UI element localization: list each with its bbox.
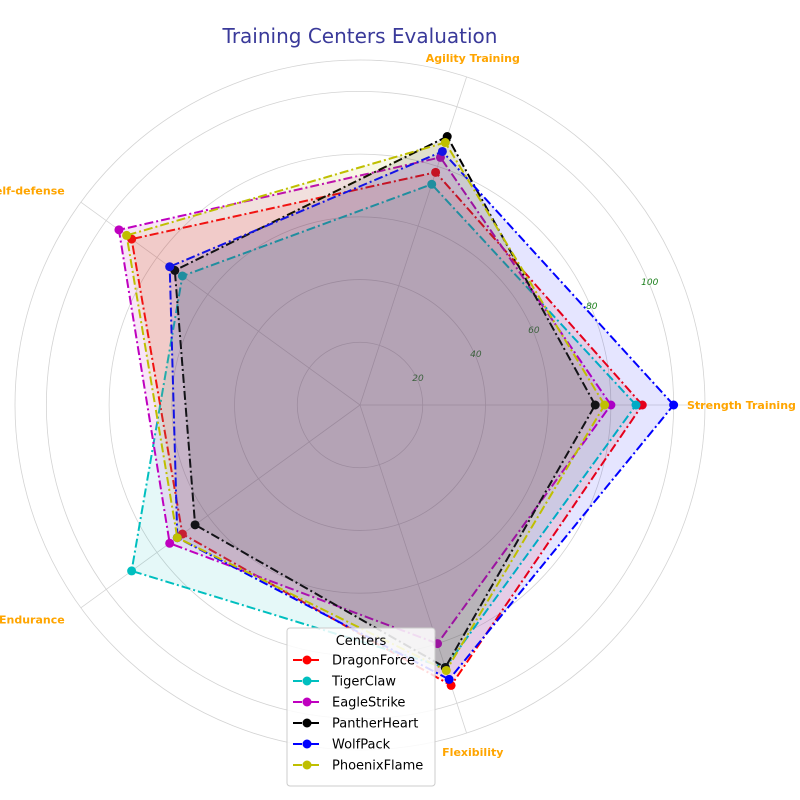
legend-item: PantherHeart xyxy=(293,717,418,732)
legend-item: PhoenixFlame xyxy=(293,759,423,774)
radial-tick-label: 80 xyxy=(586,302,598,312)
data-point xyxy=(172,533,182,543)
series-line xyxy=(117,156,613,645)
legend-label: PantherHeart xyxy=(332,717,418,732)
category-label: Agility Training xyxy=(426,52,520,65)
series-area xyxy=(126,142,605,671)
series-area xyxy=(174,136,596,668)
legend-label: PhoenixFlame xyxy=(332,759,423,774)
category-labels: Strength Training Agility Training Self-de… xyxy=(0,52,796,759)
series-area xyxy=(169,151,674,680)
legend-marker xyxy=(302,760,312,770)
series-tigerclaw xyxy=(127,179,641,672)
radial-tick-labels: 20 40 60 80 100 xyxy=(412,278,658,384)
legend-frame xyxy=(286,627,436,787)
series-pantherheart xyxy=(170,132,600,672)
data-point xyxy=(190,520,200,530)
legend-label: DragonForce xyxy=(332,654,415,669)
legend-marker xyxy=(302,655,312,665)
legend-label: WolfPack xyxy=(332,738,391,753)
legend-label: EagleStrike xyxy=(332,696,405,711)
data-point xyxy=(427,179,437,189)
grid-spoke xyxy=(359,76,467,406)
legend-marker xyxy=(302,718,312,728)
series-phoenixflame xyxy=(122,138,610,675)
series-line xyxy=(173,135,597,669)
legend-item: TigerClaw xyxy=(293,675,396,690)
legend-item: DragonForce xyxy=(293,654,415,669)
series-area xyxy=(131,184,636,668)
data-point xyxy=(177,271,187,281)
series-line xyxy=(125,141,606,672)
legend-marker xyxy=(302,676,312,686)
category-label: Strength Training xyxy=(687,399,796,412)
radial-tick-label: 60 xyxy=(528,326,540,336)
data-point xyxy=(590,400,600,410)
chart-title: Training Centers Evaluation xyxy=(222,24,498,48)
data-point xyxy=(114,225,124,235)
data-point xyxy=(165,538,175,548)
data-point xyxy=(127,566,137,576)
series-wolfpack xyxy=(165,146,679,684)
category-label: Self-defense xyxy=(0,184,65,197)
data-point xyxy=(441,665,451,675)
legend-item: EagleStrike xyxy=(293,696,405,711)
series-line xyxy=(168,150,675,681)
radial-tick-label: 40 xyxy=(470,350,482,360)
data-point xyxy=(437,146,447,156)
series-line xyxy=(130,171,644,687)
legend-item: WolfPack xyxy=(293,738,391,753)
data-point xyxy=(606,400,616,410)
legend-marker xyxy=(302,739,312,749)
radial-tick-label: 100 xyxy=(641,278,658,288)
data-point xyxy=(600,400,610,410)
legend-marker xyxy=(302,697,312,707)
data-point xyxy=(431,167,441,177)
legend: Centers DragonForce TigerClaw EagleStrike Pa… xyxy=(286,627,436,787)
grid-spoke xyxy=(80,404,361,609)
category-label: Flexibility xyxy=(442,746,503,759)
legend-title: Centers xyxy=(336,634,387,649)
data-point xyxy=(444,674,454,684)
series-area xyxy=(118,157,611,644)
data-point xyxy=(122,230,132,240)
radial-tick-label: 20 xyxy=(412,374,424,384)
data-point xyxy=(165,262,175,272)
data-point xyxy=(440,138,450,148)
data-point xyxy=(669,400,679,410)
data-point xyxy=(637,400,647,410)
legend-label: TigerClaw xyxy=(331,675,396,690)
data-point xyxy=(631,400,641,410)
series-line xyxy=(130,183,638,669)
series-layer xyxy=(114,132,679,690)
category-label: Endurance xyxy=(0,614,65,627)
